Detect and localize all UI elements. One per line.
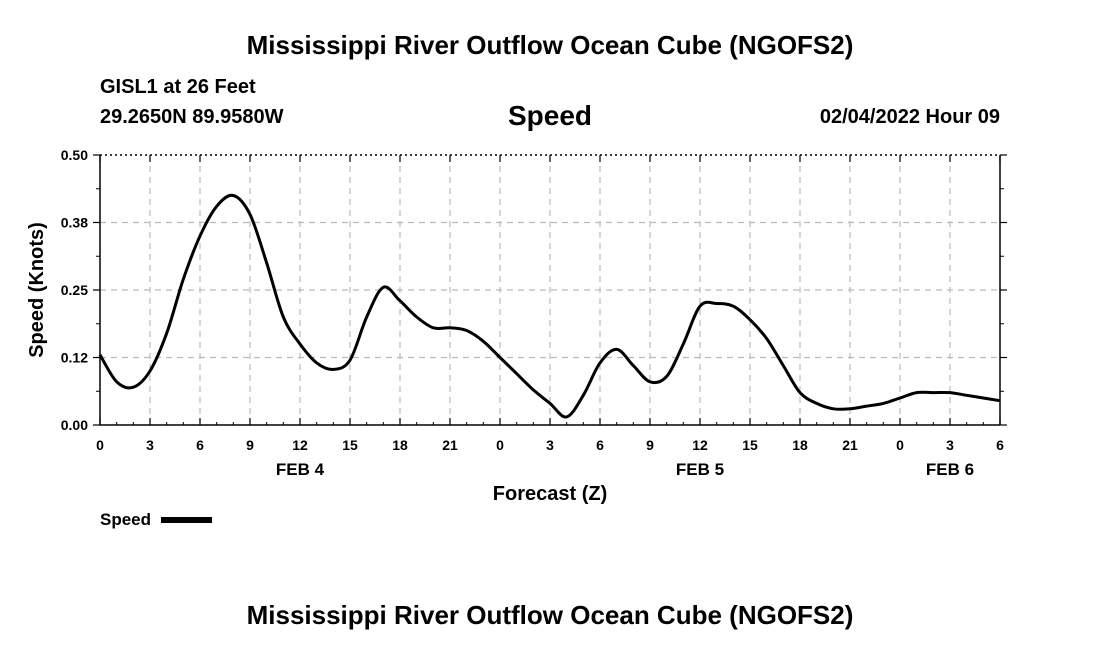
x-tick-label: 9 [646, 437, 654, 453]
legend: Speed [100, 510, 212, 529]
x-tick-label: 9 [246, 437, 254, 453]
x-tick-label: 21 [842, 437, 858, 453]
date-label: FEB 5 [676, 460, 724, 479]
x-axis-label: Forecast (Z) [493, 483, 607, 505]
date-label: FEB 4 [276, 460, 325, 479]
legend-label: Speed [100, 510, 151, 529]
x-tick-label: 18 [392, 437, 408, 453]
y-tick-label: 0.38 [61, 215, 88, 231]
y-tick-label: 0.25 [61, 282, 88, 298]
x-tick-label: 0 [496, 437, 504, 453]
y-tick-label: 0.50 [61, 147, 88, 163]
panel-title: Speed [507, 100, 593, 131]
x-tick-label: 15 [742, 437, 758, 453]
x-tick-label: 18 [792, 437, 808, 453]
x-tick-label: 12 [692, 437, 708, 453]
x-tick-label: 3 [546, 437, 554, 453]
axes: 0 3 6 9 12 15 18 21 0 3 6 9 12 15 18 21 0 3 6 0.00 0.12 0.25 0… [61, 147, 1007, 479]
grid-lines [100, 155, 1000, 425]
y-tick-label: 0.00 [61, 417, 88, 433]
chart-main-title: Mississippi River Outflow Ocean Cube (NG… [246, 30, 854, 60]
y-axis-label: Speed (Knots) [26, 222, 48, 358]
y-tick-label: 0.12 [61, 350, 88, 366]
x-tick-label: 6 [596, 437, 604, 453]
station-coordinates: 29.2650N 89.9580W [100, 106, 284, 128]
x-tick-label: 6 [996, 437, 1004, 453]
x-tick-label: 15 [342, 437, 358, 453]
x-tick-label: 21 [442, 437, 458, 453]
x-tick-label: 3 [946, 437, 954, 453]
x-tick-label: 12 [292, 437, 308, 453]
station-label: GISL1 at 26 Feet [100, 76, 256, 98]
x-tick-label: 0 [96, 437, 104, 453]
x-tick-label: 3 [146, 437, 154, 453]
x-tick-label: 0 [896, 437, 904, 453]
x-tick-label: 6 [196, 437, 204, 453]
forecast-timestamp: 02/04/2022 Hour 09 [819, 106, 1000, 128]
date-label: FEB 6 [926, 460, 974, 479]
second-chart-title: Mississippi River Outflow Ocean Cube (NG… [246, 600, 854, 630]
series-line-speed [98, 193, 1001, 419]
series-layer [98, 193, 1001, 419]
